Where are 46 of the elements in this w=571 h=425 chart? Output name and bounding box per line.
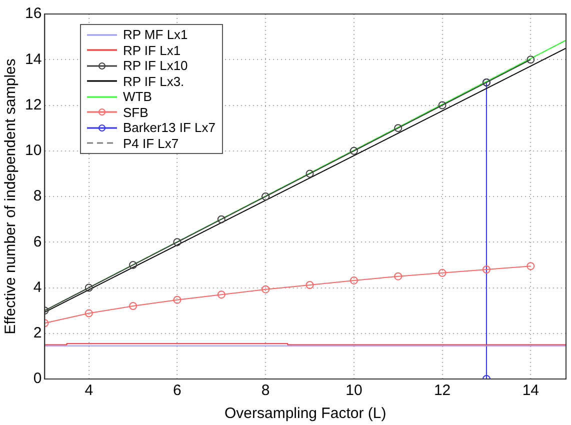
point: [173, 296, 182, 304]
point: [306, 170, 314, 178]
point: [394, 272, 402, 280]
point: [84, 284, 93, 292]
point: [262, 192, 270, 200]
y-tick-label: 16: [24, 5, 42, 22]
x-tick-label: 6: [173, 382, 182, 400]
point: [173, 238, 182, 246]
point: [217, 215, 226, 224]
y-axis-title: Effective number of independent samples: [2, 58, 20, 334]
y-tick-label: 8: [33, 188, 42, 205]
point: [526, 262, 535, 270]
x-tick-label: 10: [346, 382, 362, 400]
point: [438, 268, 446, 277]
legend-label: Barker13 IF Lx7: [123, 120, 216, 136]
legend-label: RP IF Lx1: [123, 42, 181, 58]
x-tick-label: 4: [84, 382, 94, 400]
legend-label: RP MF Lx1: [123, 27, 188, 42]
point: [482, 266, 490, 274]
y-tick-label: 12: [24, 96, 42, 114]
y-tick-label: 2: [33, 324, 42, 342]
x-axis-title: Oversampling Factor (L): [224, 405, 386, 422]
point: [306, 281, 314, 290]
legend-label: RP IF Lx3.: [123, 74, 184, 89]
x-tick-label: 14: [522, 382, 539, 400]
point: [262, 285, 270, 294]
point: [526, 56, 535, 64]
point: [394, 124, 402, 132]
y-tick-label: 0: [33, 370, 42, 388]
point: [217, 290, 226, 299]
legend-label: RP IF Lx10: [123, 58, 188, 74]
legend-label: SFB: [123, 104, 148, 120]
point: [438, 101, 446, 110]
y-tick-label: 14: [24, 50, 42, 68]
point: [350, 276, 358, 284]
point: [129, 260, 138, 269]
y-tick-label: 10: [24, 142, 42, 160]
x-tick-label: 12: [434, 382, 451, 400]
legend-label: WTB: [123, 89, 152, 104]
legend-label: P4 IF Lx7: [123, 136, 179, 151]
y-tick-label: 6: [33, 233, 42, 250]
point: [350, 146, 358, 155]
x-tick-label: 8: [261, 382, 270, 400]
y-tick-label: 4: [33, 278, 42, 296]
point: [84, 309, 93, 318]
point: [129, 302, 138, 310]
